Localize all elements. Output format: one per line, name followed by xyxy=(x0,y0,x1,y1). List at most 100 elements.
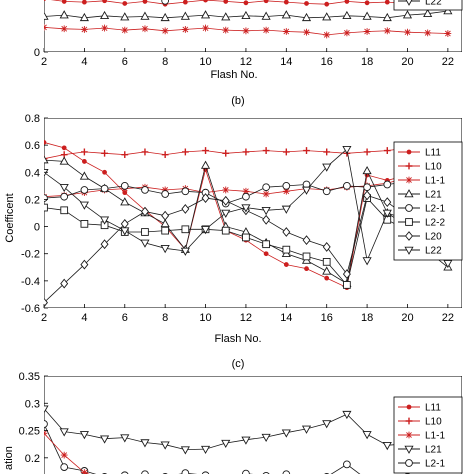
series-s1-point xyxy=(404,28,411,36)
series-l20-point xyxy=(100,239,109,250)
series-l2-1-point xyxy=(141,186,149,194)
series-l2-2-point xyxy=(161,226,170,235)
series-s0-point xyxy=(182,0,188,5)
series-l2-1-point xyxy=(262,183,270,192)
legend-entry-l1-1-marker xyxy=(405,176,413,184)
x-tick-label: 20 xyxy=(401,56,413,68)
series-l2-1-point xyxy=(100,184,109,193)
y-tick-label: 0.2 xyxy=(25,453,40,465)
panel-d-y-label: ation xyxy=(3,446,15,470)
legend-entry-l21-marker xyxy=(404,445,414,454)
panel-b-x-ticks: 2 4 6 8 10 12 14 16 18 20 22 xyxy=(41,48,454,68)
series-l11-point xyxy=(102,169,107,175)
legend-entry-l11: L11 xyxy=(398,403,441,414)
series-l20-point xyxy=(161,210,170,221)
series-l1-1-point xyxy=(60,451,68,459)
panel-c-x-label: Flash No. xyxy=(214,333,261,345)
panel-d: 0.35 0.3 0.25 0.2 ation L11 L10 L1-1 L21 L2-1 xyxy=(3,371,463,474)
series-s2-point xyxy=(362,11,372,20)
series-l2-1-point xyxy=(161,190,170,198)
series-s2-point xyxy=(281,10,291,19)
series-l11-point xyxy=(324,275,330,281)
x-tick-label: 20 xyxy=(401,312,413,324)
series-l21-point xyxy=(281,429,291,438)
series-l1-1-point xyxy=(80,469,88,474)
series-l2-2-point xyxy=(141,228,149,236)
series-l21-point xyxy=(200,160,211,169)
series-s0-point xyxy=(122,1,128,6)
x-tick-label: 4 xyxy=(81,56,87,68)
panel-b-series xyxy=(44,0,453,39)
series-l20-point xyxy=(282,227,291,237)
series-s2-point xyxy=(79,12,89,22)
x-tick-label: 2 xyxy=(41,56,47,68)
series-l10-point xyxy=(323,148,331,156)
panel-b-y-ticks: 00.1 xyxy=(34,47,48,59)
legend-entry-l20-label: L20 xyxy=(425,232,442,243)
series-l20-point xyxy=(181,204,190,214)
series-l22-point xyxy=(362,257,372,266)
panel-d-frame xyxy=(44,376,462,474)
x-tick-label: 22 xyxy=(442,56,454,68)
series-l22-point xyxy=(443,259,453,269)
series-l22-point xyxy=(100,216,110,225)
legend-entry-l20-marker xyxy=(405,231,413,241)
legend-entry-l10: L10 xyxy=(398,417,442,428)
series-l21-point xyxy=(180,446,190,455)
y-tick-label: 0.4 xyxy=(25,167,40,179)
panel-b-legend: L22 xyxy=(393,0,463,11)
y-tick-label: 0.35 xyxy=(19,371,40,383)
series-s2-point xyxy=(301,12,312,22)
legend-entry-l21-label: L21 xyxy=(425,190,442,201)
series-s0-point xyxy=(324,1,330,7)
series-l22-point xyxy=(200,226,211,235)
legend-entry-l2-1-label: L2-1 xyxy=(425,204,445,215)
series-l11-point xyxy=(61,145,67,151)
series-l22-point xyxy=(322,163,332,172)
series-l20-point xyxy=(60,278,69,289)
series-s2-point xyxy=(342,10,352,20)
panel-d-legend: L11 L10 L1-1 L21 L2-1 xyxy=(393,396,463,474)
legend-entry-l11: L11 xyxy=(398,148,441,159)
panel-b-caption: (b) xyxy=(231,95,244,107)
legend-entry-l11-marker xyxy=(406,404,412,410)
series-s0-point xyxy=(344,0,350,4)
series-l20-point xyxy=(262,214,271,225)
series-l22-point xyxy=(281,205,291,214)
series-s0-point xyxy=(364,0,370,6)
y-tick-label: -0.2 xyxy=(21,249,40,261)
series-l2-2-point xyxy=(282,245,291,254)
series-l22-point xyxy=(301,186,312,195)
y-tick-label: 0.6 xyxy=(25,140,40,152)
series-s1-point xyxy=(161,27,169,35)
series-l21-point xyxy=(79,431,89,440)
series-l10-point xyxy=(181,148,189,156)
series-l1-1-point xyxy=(242,187,250,195)
series-l10-point xyxy=(383,147,391,154)
series-l20-point xyxy=(44,297,48,308)
series-l2-1-point xyxy=(181,469,190,474)
series-l21-point xyxy=(200,445,211,455)
series-l21-point xyxy=(44,155,49,164)
series-l21-point xyxy=(59,156,69,165)
legend-entry-l1-1: L1-1 xyxy=(398,431,445,442)
x-tick-label: 12 xyxy=(240,56,252,68)
series-s1-point xyxy=(424,29,432,37)
series-l22-point xyxy=(180,247,190,256)
x-tick-label: 14 xyxy=(280,312,292,324)
legend-entry-l2-2-marker xyxy=(405,218,413,226)
x-tick-label: 8 xyxy=(162,56,168,68)
legend-entry-l10-marker xyxy=(405,417,413,425)
series-l21-point xyxy=(44,405,49,414)
series-l21-point xyxy=(120,434,130,443)
x-tick-label: 22 xyxy=(442,312,454,324)
x-tick-label: 6 xyxy=(122,312,128,324)
series-l21-point xyxy=(322,420,332,429)
series-s1-point xyxy=(222,26,230,34)
panel-d-y-ticks: 0.35 0.3 0.25 0.2 xyxy=(19,371,48,465)
panel-c-x-ticks: 2 4 6 8 10 12 14 16 18 20 22 xyxy=(41,304,454,324)
y-tick-label: 0 xyxy=(34,47,40,59)
series-s1-point xyxy=(303,28,310,36)
series-s2-point xyxy=(382,12,392,22)
